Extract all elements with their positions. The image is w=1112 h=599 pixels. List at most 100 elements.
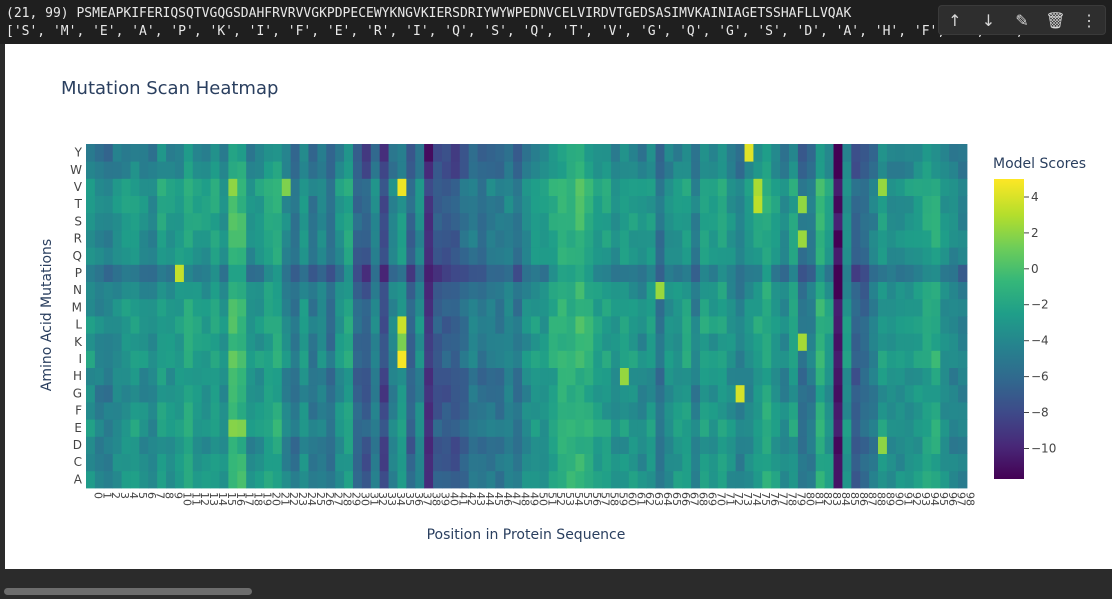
heatmap-cell (602, 212, 612, 231)
heatmap-cell (611, 264, 621, 282)
heatmap-cell (263, 247, 274, 265)
heatmap-cell (317, 419, 327, 437)
heatmap-cell (522, 419, 532, 437)
delete-icon[interactable]: 🗑 (1045, 10, 1066, 30)
heatmap-cell (815, 195, 826, 214)
more-options-icon[interactable]: ⋮ (1081, 10, 1098, 30)
heatmap-cell (237, 419, 247, 437)
heatmap-cell (700, 230, 710, 248)
heatmap-cell (450, 178, 461, 196)
move-down-icon[interactable]: ↓ (981, 10, 996, 30)
heatmap-cell (557, 144, 567, 162)
heatmap-cell (361, 402, 372, 420)
heatmap-cell (789, 316, 799, 334)
magic-wand-icon[interactable]: ✎ (1015, 10, 1029, 30)
heatmap-cell (619, 384, 630, 403)
heatmap-cell (708, 316, 719, 334)
heatmap-cell (682, 144, 692, 162)
heatmap-cell (201, 178, 211, 196)
x-tick-label: 75 (759, 492, 772, 506)
x-tick-label: 50 (536, 492, 549, 506)
heatmap-cell (611, 470, 621, 489)
heatmap-cell (691, 144, 701, 162)
y-tick-label: H (73, 369, 82, 383)
heatmap-cell (121, 230, 131, 248)
heatmap-cell (166, 281, 176, 300)
heatmap-cell (575, 419, 585, 437)
heatmap-cell (415, 281, 425, 300)
heatmap-cell (361, 384, 372, 403)
heatmap-cell (824, 178, 834, 196)
heatmap-cell (477, 402, 487, 420)
heatmap-cell (753, 264, 763, 282)
heatmap-cell (335, 350, 345, 368)
heatmap-cell (780, 230, 790, 248)
heatmap-cell (771, 350, 781, 368)
heatmap-cell (860, 212, 870, 231)
heatmap-cell (619, 230, 630, 248)
heatmap-cell (771, 298, 781, 317)
heatmap-cell (513, 384, 523, 403)
heatmap-cell (949, 453, 959, 472)
heatmap-cell (655, 161, 665, 179)
heatmap-cell (744, 316, 754, 334)
heatmap-cell (335, 144, 345, 162)
heatmap-cell (344, 367, 354, 386)
heatmap-cell (673, 384, 683, 403)
heatmap-cell (406, 384, 416, 403)
heatmap-cell (842, 436, 852, 454)
heatmap-cell (130, 419, 140, 437)
heatmap-cell (797, 367, 808, 386)
x-tick-label: 89 (884, 492, 897, 506)
heatmap-cell (388, 350, 398, 368)
heatmap-cell (486, 247, 496, 265)
heatmap-cell (201, 298, 211, 317)
heatmap-cell (361, 195, 372, 214)
heatmap-cell (441, 470, 452, 489)
heatmap-cell (726, 453, 737, 472)
heatmap-cell (130, 402, 140, 420)
move-up-icon[interactable]: ↑ (948, 10, 962, 30)
heatmap-cell (602, 161, 612, 179)
heatmap-cell (308, 298, 318, 317)
heatmap-cell (886, 247, 897, 265)
heatmap-cell (815, 316, 826, 334)
heatmap-cell (228, 436, 238, 454)
heatmap-cell (904, 178, 915, 196)
heatmap-cell (157, 178, 167, 196)
heatmap-chart[interactable]: Mutation Scan Heatmap ACDEFGHIKLMNPQRSTV… (5, 44, 1112, 569)
heatmap-cell (726, 419, 737, 437)
heatmap-cell (299, 281, 309, 300)
heatmap-cell (913, 281, 923, 300)
heatmap-cell (139, 178, 149, 196)
heatmap-cell (958, 350, 968, 368)
residue-list-output-line: ['S', 'M', 'E', 'A', 'P', 'K', 'I', 'F',… (6, 24, 1024, 39)
heatmap-cell (762, 367, 772, 386)
heatmap-cell (121, 247, 131, 265)
heatmap-cell (228, 230, 238, 248)
heatmap-cell (958, 230, 968, 248)
heatmap-cell (548, 212, 559, 231)
heatmap-cell (744, 333, 754, 351)
heatmap-cell (477, 298, 487, 317)
heatmap-cell (228, 419, 238, 437)
heatmap-cell (851, 264, 861, 282)
x-tick-label: 98 (964, 492, 977, 506)
heatmap-cell (789, 384, 799, 403)
heatmap-cell (112, 470, 122, 489)
heatmap-cell (263, 212, 274, 231)
heatmap-cell (922, 333, 932, 351)
heatmap-cell (931, 470, 941, 489)
heatmap-cell (913, 350, 923, 368)
heatmap-cell (530, 178, 541, 196)
heatmap-cell (557, 247, 567, 265)
heatmap-cell (949, 402, 959, 420)
heatmap-cell (646, 212, 656, 231)
heatmap-cell (255, 264, 265, 282)
heatmap-cell (717, 350, 728, 368)
heatmap-cell (771, 453, 781, 472)
horizontal-scrollbar[interactable] (4, 588, 252, 595)
heatmap-cell (753, 453, 763, 472)
heatmap-cell (619, 470, 630, 489)
heatmap-cell (370, 247, 381, 265)
